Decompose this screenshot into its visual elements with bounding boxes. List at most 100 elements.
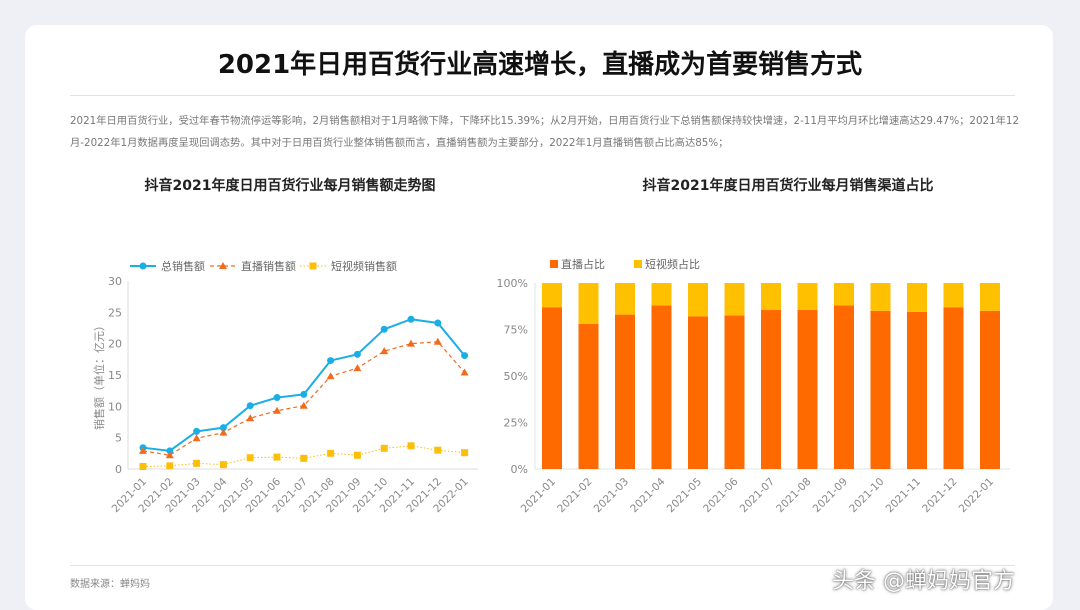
bar-segment-0 bbox=[797, 309, 818, 469]
bar-segment-1 bbox=[980, 283, 1000, 311]
data-point bbox=[166, 447, 174, 455]
x-tick-label: 2021-05 bbox=[665, 476, 705, 516]
data-point bbox=[192, 434, 201, 442]
data-point bbox=[380, 325, 388, 333]
x-tick-label: 2021-08 bbox=[774, 476, 814, 516]
bar-segment-0 bbox=[688, 316, 708, 469]
data-point bbox=[166, 462, 174, 470]
page-title: 2021年日用百货行业高速增长，直播成为首要销售方式 bbox=[217, 50, 863, 80]
data-point bbox=[434, 319, 442, 327]
data-point bbox=[193, 459, 201, 467]
data-point bbox=[300, 454, 308, 462]
bar-segment-0 bbox=[651, 305, 672, 469]
data-point bbox=[273, 453, 281, 461]
data-point bbox=[407, 442, 415, 450]
legend-marker bbox=[309, 262, 317, 270]
data-point bbox=[273, 394, 281, 402]
bar-segment-1 bbox=[615, 283, 635, 315]
bar-segment-0 bbox=[542, 307, 562, 469]
data-point bbox=[327, 357, 335, 365]
y-tick-label: 20 bbox=[108, 338, 122, 351]
y-tick-label: 100% bbox=[497, 277, 528, 290]
x-tick-label: 2021-03 bbox=[592, 476, 632, 516]
data-point bbox=[353, 350, 361, 358]
y-tick-label: 10 bbox=[108, 400, 122, 413]
data-point bbox=[380, 444, 388, 452]
bar-segment-1 bbox=[542, 283, 562, 308]
x-tick-label: 2021-10 bbox=[847, 476, 887, 516]
data-point bbox=[460, 368, 469, 376]
bar-segment-0 bbox=[980, 310, 1000, 469]
x-tick-label: 2022-01 bbox=[957, 476, 997, 516]
bar-segment-0 bbox=[615, 314, 635, 469]
bar-segment-0 bbox=[761, 309, 781, 469]
legend-marker bbox=[219, 262, 227, 269]
summary-paragraph: 2021年日用百货行业，受过年春节物流停运等影响，2月销售额相对于1月略微下降，… bbox=[70, 115, 1020, 149]
data-point bbox=[219, 424, 227, 432]
x-tick-label: 2021-01 bbox=[519, 476, 559, 516]
data-point bbox=[246, 402, 254, 410]
data-point bbox=[407, 339, 415, 347]
data-point bbox=[434, 446, 442, 454]
series-line-1 bbox=[142, 341, 466, 456]
data-point bbox=[461, 352, 469, 360]
bar-segment-1 bbox=[943, 283, 964, 308]
data-point bbox=[327, 449, 335, 457]
data-point bbox=[219, 428, 228, 436]
data-point bbox=[193, 427, 201, 435]
line-chart-title: 抖音2021年度日用百货行业每月销售额走势图 bbox=[144, 178, 436, 194]
watermark: 头条 @蝉妈妈官方 bbox=[832, 569, 1015, 594]
legend-label: 总销售额 bbox=[161, 259, 205, 273]
x-tick-label: 2021-04 bbox=[628, 475, 668, 515]
data-point bbox=[326, 372, 335, 380]
bar-segment-1 bbox=[761, 283, 781, 310]
y-tick-label: 75% bbox=[504, 324, 528, 337]
bar-segment-1 bbox=[578, 283, 599, 324]
bar-segment-0 bbox=[870, 310, 891, 469]
data-point bbox=[165, 451, 174, 459]
bar-segment-1 bbox=[907, 283, 927, 312]
x-tick-label: 2021-09 bbox=[811, 476, 851, 516]
bar-chart-title: 抖音2021年度日用百货行业每月销售渠道占比 bbox=[642, 178, 934, 194]
data-point bbox=[300, 390, 308, 398]
data-point bbox=[353, 364, 362, 372]
y-tick-label: 25% bbox=[504, 417, 528, 430]
bar-segment-1 bbox=[834, 283, 854, 306]
legend-label: 直播销售额 bbox=[241, 259, 296, 273]
y-axis-label: 销售额（单位：亿元） bbox=[92, 320, 106, 430]
bar-segment-1 bbox=[870, 283, 891, 311]
data-point bbox=[139, 462, 147, 470]
data-point bbox=[353, 451, 361, 459]
bar-segment-0 bbox=[834, 305, 854, 469]
bar-segment-0 bbox=[578, 323, 599, 469]
x-tick-label: 2021-12 bbox=[920, 476, 960, 516]
y-tick-label: 25 bbox=[108, 306, 122, 319]
legend-label: 短视频销售额 bbox=[331, 259, 397, 273]
legend-label: 直播占比 bbox=[561, 257, 605, 271]
bar-segment-1 bbox=[797, 283, 818, 310]
data-point bbox=[299, 401, 308, 409]
data-point bbox=[461, 449, 469, 457]
bar-segment-0 bbox=[943, 307, 964, 469]
footer-divider bbox=[70, 565, 1015, 566]
bar-segment-0 bbox=[907, 311, 927, 469]
data-point bbox=[139, 446, 147, 454]
bar-segment-0 bbox=[724, 315, 745, 469]
bar-segment-1 bbox=[724, 283, 745, 316]
y-tick-label: 15 bbox=[108, 369, 122, 382]
data-point bbox=[273, 406, 281, 414]
legend-label: 短视频占比 bbox=[645, 257, 700, 271]
y-tick-label: 0% bbox=[511, 463, 528, 476]
data-point bbox=[407, 315, 415, 323]
legend-swatch bbox=[634, 260, 642, 268]
bar-segment-1 bbox=[651, 283, 672, 306]
bar-segment-1 bbox=[688, 283, 708, 317]
data-point bbox=[380, 347, 389, 355]
y-tick-label: 30 bbox=[108, 275, 122, 288]
x-tick-label: 2021-02 bbox=[555, 476, 595, 516]
y-tick-label: 50% bbox=[504, 370, 528, 383]
divider bbox=[70, 95, 1015, 96]
y-tick-label: 0 bbox=[115, 463, 122, 476]
data-point bbox=[246, 414, 255, 422]
